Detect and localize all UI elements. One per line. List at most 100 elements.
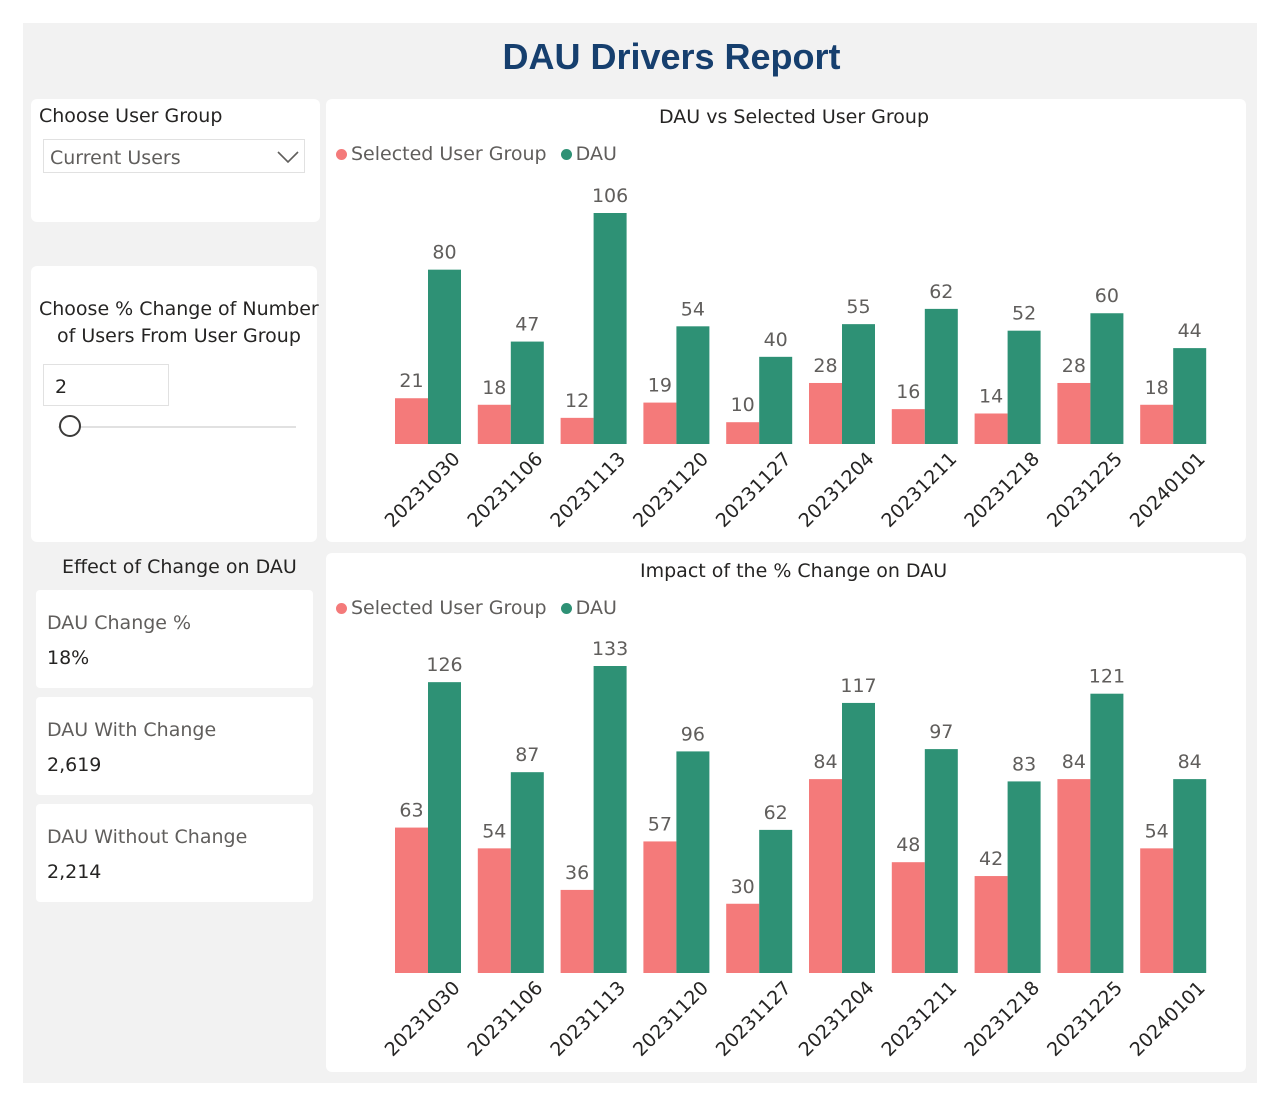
legend-label: Selected User Group [351,143,547,165]
bar-dau[interactable] [842,702,875,973]
bar-selected[interactable] [1140,404,1174,444]
bar-selected[interactable] [726,422,760,444]
x-tick-label: 20231120 [629,977,713,1061]
data-label: 36 [565,862,589,884]
pct-change-value: 2 [55,376,68,398]
pct-change-slider-handle[interactable] [58,415,81,437]
x-tick-label: 20231225 [1043,977,1127,1061]
bar-dau[interactable] [759,356,793,444]
bar-selected[interactable] [726,903,760,973]
pct-change-slider-track[interactable] [58,426,296,428]
x-tick-label: 20231211 [877,977,961,1061]
legend-label: Selected User Group [351,597,547,619]
data-label: 14 [979,385,1003,407]
data-label-bg [1056,350,1091,377]
bar-selected[interactable] [477,848,511,973]
bar-selected[interactable] [974,876,1008,973]
chart-title: DAU vs Selected User Group [659,106,930,128]
bar-dau[interactable] [593,213,627,444]
bar-selected[interactable] [477,404,511,444]
bar-dau[interactable] [676,326,710,444]
pct-change-input[interactable]: 2 [43,364,169,406]
bar-dau[interactable] [593,666,627,973]
bar-dau[interactable] [1090,313,1124,444]
bar-dau[interactable] [1090,693,1124,973]
data-label: 18 [482,377,506,399]
data-label: 48 [896,834,920,856]
legend-label: DAU [575,597,617,619]
data-label-bg [891,830,926,857]
bar-selected[interactable] [891,409,925,444]
data-label: 44 [1178,320,1202,342]
kpi-value: 2,214 [47,861,102,883]
chart-legend: Selected User Group DAU [336,597,625,619]
data-label: 12 [565,390,589,412]
legend-dot [336,149,347,160]
bar-selected[interactable] [395,398,428,444]
legend-dot [336,603,347,614]
data-label: 28 [813,355,837,377]
data-label: 16 [896,381,920,403]
bar-dau[interactable] [510,772,544,973]
bar-selected[interactable] [560,417,594,444]
bar-dau[interactable] [428,269,461,444]
kpi-card-dau-with-change: DAU With Change 2,619 [36,697,313,795]
bar-selected[interactable] [560,889,594,973]
data-label: 121 [1089,666,1125,688]
x-tick-label: 20231030 [381,977,465,1061]
data-label: 47 [515,314,539,336]
bar-dau[interactable] [759,829,793,973]
pct-change-label-line1: Choose % Change of Number [39,298,319,320]
data-label: 87 [515,744,539,766]
data-label: 21 [399,370,423,392]
data-label: 30 [731,876,755,898]
bar-dau[interactable] [510,341,544,444]
bar-selected[interactable] [643,841,677,973]
bar-selected[interactable] [1057,779,1091,973]
kpi-label: DAU With Change [47,719,217,741]
data-label-bg [642,809,677,836]
data-label: 133 [592,638,628,660]
bar-selected[interactable] [809,382,842,444]
kpi-value: 2,619 [47,754,102,776]
data-label-bg [394,795,429,822]
kpi-card-dau-change-pct: DAU Change % 18% [36,590,313,688]
bar-selected[interactable] [1140,848,1174,973]
bar-dau[interactable] [924,308,958,444]
data-label: 80 [432,242,456,264]
data-label-bg [808,747,843,774]
data-label: 57 [648,813,672,835]
bar-dau[interactable] [1173,779,1207,973]
kpi-label: DAU Without Change [47,826,248,848]
bar-selected[interactable] [974,413,1008,444]
bar-dau[interactable] [428,682,461,973]
user-group-value: Current Users [50,147,181,169]
x-tick-label: 20231106 [463,977,547,1061]
data-label: 96 [681,723,705,745]
bar-selected[interactable] [1057,382,1091,444]
legend-item-dau[interactable]: DAU [560,597,617,619]
legend-item-dau[interactable]: DAU [560,143,617,165]
data-label-bg [891,377,926,404]
legend-item-selected[interactable]: Selected User Group [336,597,547,619]
bar-dau[interactable] [1173,348,1207,444]
user-group-dropdown[interactable]: Current Users [43,139,305,173]
bar-selected[interactable] [643,402,677,444]
bar-dau[interactable] [924,749,958,973]
bar-dau[interactable] [842,324,875,444]
data-label-bg [725,390,760,417]
bar-dau[interactable] [1007,330,1041,444]
legend-item-selected[interactable]: Selected User Group [336,143,547,165]
bar-selected[interactable] [395,827,428,973]
bar-dau[interactable] [676,751,710,973]
x-tick-label: 20231218 [960,977,1044,1061]
data-label: 18 [1145,377,1169,399]
data-label: 28 [1062,355,1086,377]
data-label-bg [1139,816,1174,843]
data-label: 62 [929,281,953,303]
chart-legend: Selected User Group DAU [336,143,625,165]
data-label-bg [974,381,1009,408]
bar-selected[interactable] [809,779,842,973]
bar-selected[interactable] [891,862,925,973]
bar-dau[interactable] [1007,781,1041,973]
